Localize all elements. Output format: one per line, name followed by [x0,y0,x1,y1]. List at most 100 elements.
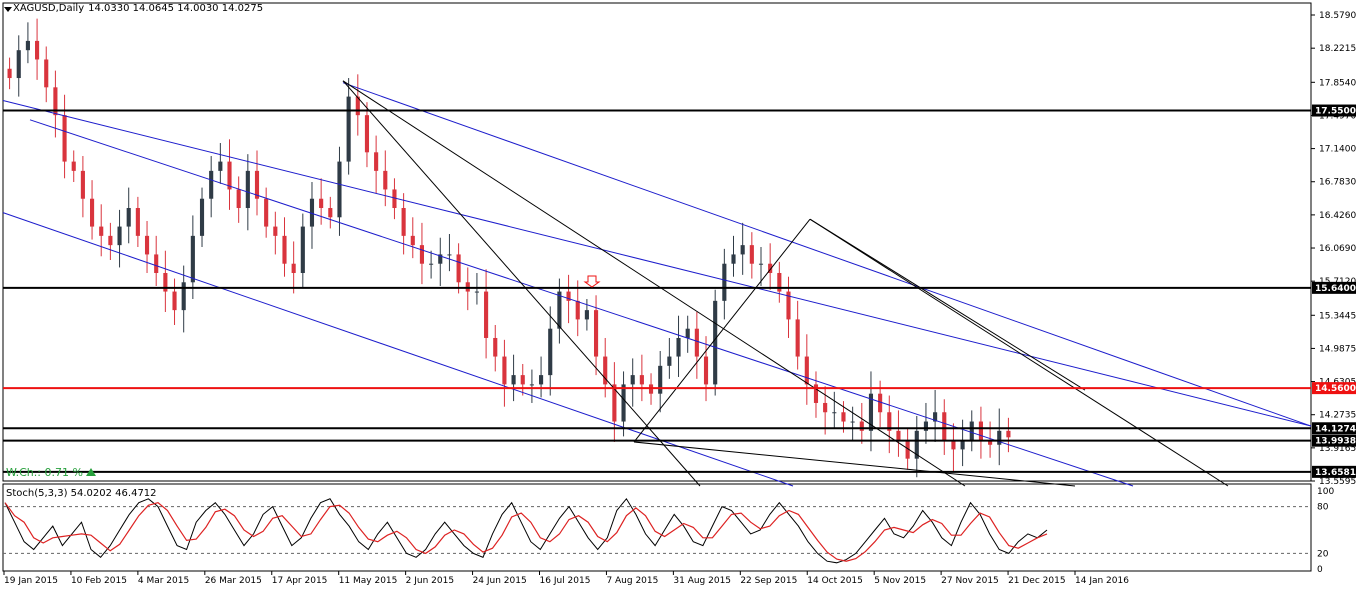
x-tick-label: 22 Sep 2015 [740,576,797,586]
candle-down [942,412,947,441]
candle-up [190,235,195,283]
candle-down [7,68,12,79]
candle-down [383,170,388,190]
stoch-axis-label: 100 [1317,487,1334,497]
y-tick-label: 13.9165 [1319,444,1356,454]
level-label-bg [1312,422,1356,435]
candle-down [291,263,296,273]
candle-down [804,356,809,385]
x-tick-label: 21 Dec 2015 [1008,576,1066,586]
trend-line [342,80,701,487]
trend-line [809,218,1229,487]
candle-down [978,421,983,441]
stoch-k-line [4,497,1048,564]
candle-up [529,384,534,386]
candle-down [520,375,525,385]
candle-up [997,430,1002,445]
candle-down [988,440,993,445]
candle-down [108,235,113,246]
candle-down [264,198,269,227]
candle-down [374,152,379,171]
ohlc-values: 14.0330 14.0645 14.0030 14.0275 [88,3,264,14]
candle-up [713,300,718,385]
level-label: 13.6581 [1315,468,1356,478]
candle-down [813,384,819,403]
candle-up [117,226,122,246]
candle-down [493,337,498,357]
candle-down [328,208,333,218]
candle-down [319,198,324,209]
y-tick-label: 13.5595 [1319,477,1356,487]
candle-up [923,421,929,431]
y-tick-label: 18.5790 [1319,11,1356,21]
candle-down [612,384,617,422]
y-tick-label: 17.8540 [1319,78,1356,88]
candle-up [758,263,764,265]
y-tick-label: 15.3445 [1319,311,1356,321]
candle-up [218,161,223,171]
level-label: 14.5600 [1315,384,1356,394]
candle-up [25,40,30,51]
y-tick-label: 16.0690 [1319,244,1356,254]
trend-line [809,218,1086,391]
candle-down [35,40,40,60]
candle-up [474,291,479,293]
down-marker-icon [583,275,601,288]
level-label: 13.9938 [1315,437,1356,447]
candle-up [539,375,544,385]
candle-down [410,235,415,246]
candle-down [887,412,892,431]
x-tick-label: 14 Jan 2016 [1075,576,1129,586]
candle-down [603,356,608,385]
candle-up [850,421,855,423]
candle-down [254,170,260,199]
candle-down [878,393,883,413]
candle-down [777,272,782,292]
symbol-label: XAGUSD,Daily [13,3,85,14]
candle-up [199,198,205,236]
level-label-bg [1312,382,1356,395]
candle-up [667,356,672,366]
candle-up [337,161,342,218]
candle-down [99,226,104,236]
candle-up [960,440,965,450]
candle-up [126,208,131,227]
candle-up [630,375,635,385]
candle-up [557,291,562,329]
x-tick-label: 5 Nov 2015 [874,576,926,586]
stoch-label: Stoch(5,3,3) 54.0202 46.4712 [6,488,157,499]
candle-down [227,161,232,190]
candle-down [419,245,425,264]
trend-line [342,80,966,487]
stoch-axis-label: 80 [1317,503,1329,513]
candle-up [209,170,214,199]
x-tick-label: 2 Jun 2015 [406,576,454,586]
candle-down [401,208,406,236]
watch-change-indicator: W.Ch.: 0.71 % [6,466,96,479]
candle-up [658,365,663,394]
candle-down [80,170,85,199]
candle-down [841,412,846,422]
candle-up [548,328,553,376]
candle-down [859,421,864,431]
candle-down [786,291,791,320]
channel-upper-line [2,100,1312,427]
symbol-dropdown-icon[interactable] [4,7,12,12]
candle-down [89,198,95,227]
x-tick-label: 11 May 2015 [339,576,398,586]
x-tick-label: 26 Mar 2015 [205,576,262,586]
x-tick-label: 27 Nov 2015 [941,576,999,586]
candle-up [868,393,874,431]
candle-down [53,87,58,116]
candle-down [144,235,150,255]
candle-down [823,402,828,413]
y-tick-label: 14.9875 [1319,344,1356,354]
candle-up [300,226,305,273]
candle-up [584,310,589,320]
x-tick-label: 10 Feb 2015 [71,576,127,586]
candle-up [685,328,690,338]
candle-down [456,254,461,283]
candle-down [44,59,49,88]
chart-header: XAGUSD,Daily 14.0330 14.0645 14.0030 14.0… [4,3,263,14]
